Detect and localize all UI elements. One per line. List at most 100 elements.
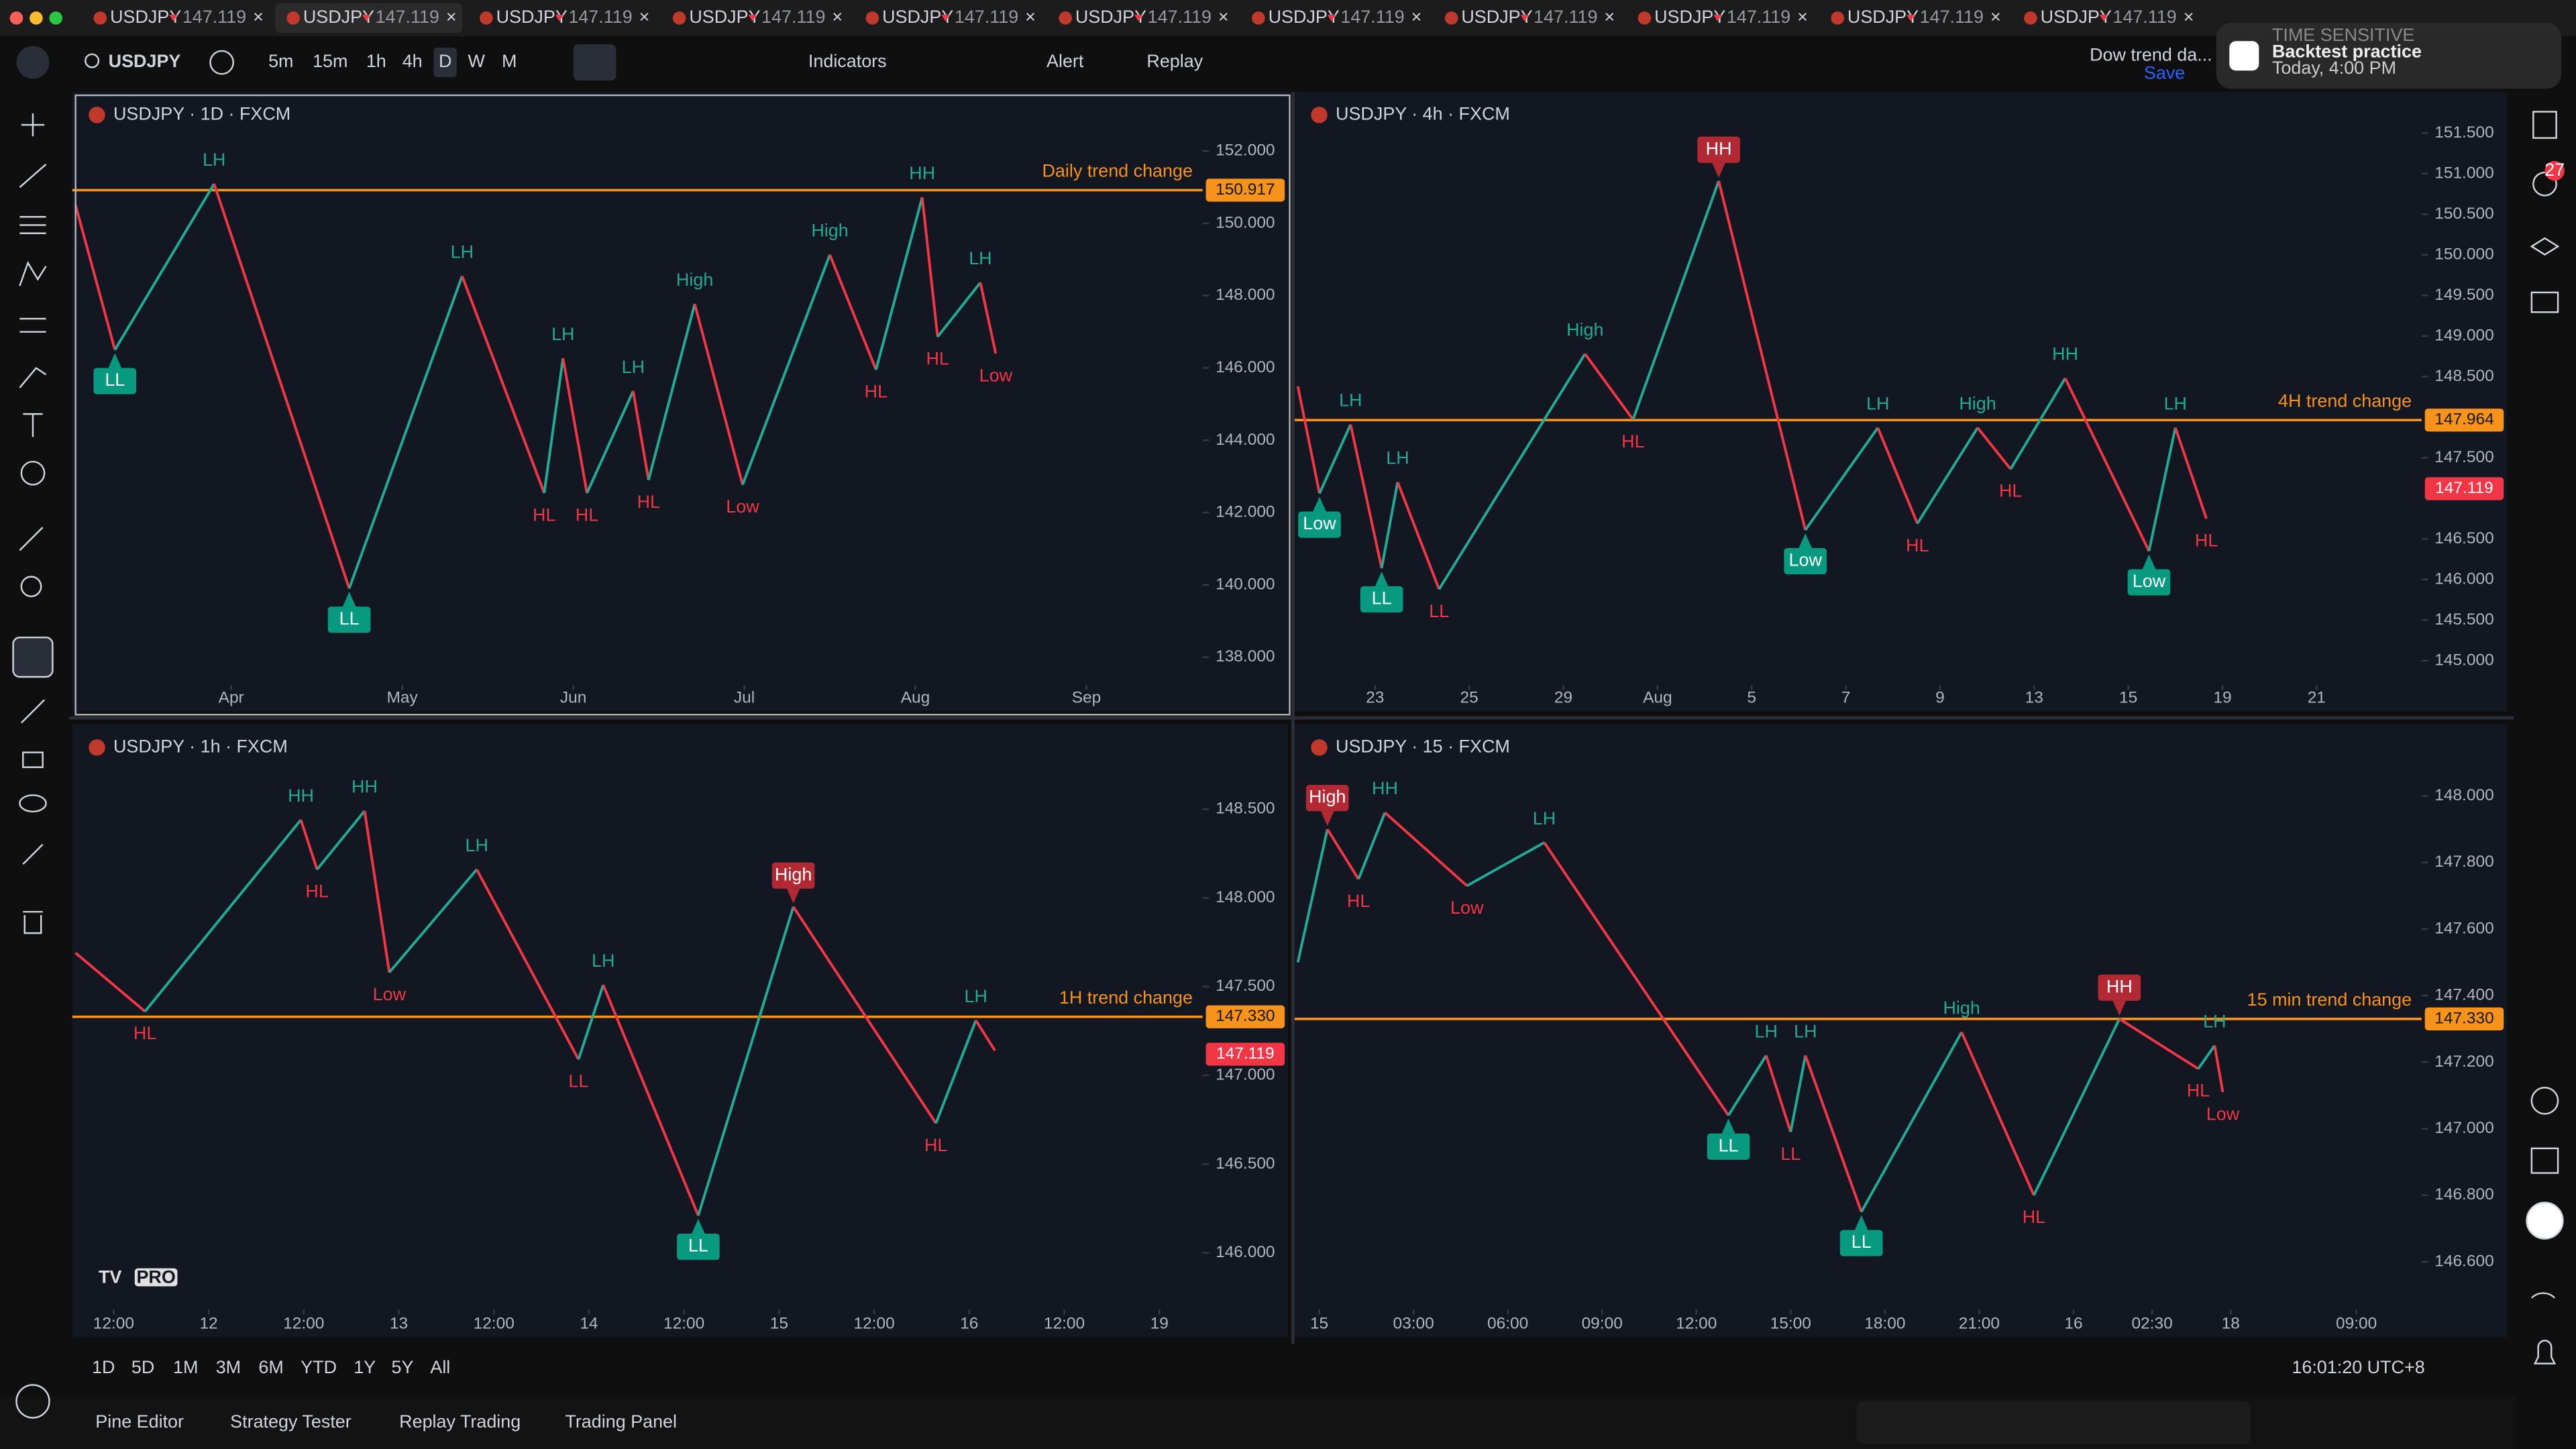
tab[interactable] bbox=[1433, 3, 1621, 33]
interval[interactable]: 15m bbox=[313, 51, 347, 71]
tab[interactable] bbox=[854, 3, 1042, 33]
range[interactable]: 1M bbox=[173, 1357, 198, 1377]
candle-type[interactable] bbox=[573, 44, 616, 80]
panel-title[interactable]: USDJPY · 4h · FXCM bbox=[1336, 104, 1510, 124]
brush-tool[interactable] bbox=[19, 366, 47, 388]
tab[interactable] bbox=[1047, 3, 1235, 33]
pivot-label: LH bbox=[965, 986, 987, 1006]
symbol[interactable]: USDJPY bbox=[109, 51, 181, 71]
indicators[interactable]: Indicators bbox=[808, 51, 887, 71]
delete-tool[interactable] bbox=[23, 910, 43, 934]
y-tick-label: 150.000 bbox=[1216, 213, 1275, 231]
chat-icon[interactable] bbox=[2530, 291, 2559, 313]
layout-name[interactable]: Dow trend da... bbox=[2090, 44, 2212, 64]
projection-tool[interactable] bbox=[19, 317, 46, 333]
target-icon[interactable] bbox=[2530, 1087, 2559, 1115]
panel-title[interactable]: USDJPY · 15 · FXCM bbox=[1336, 736, 1510, 756]
window-minimize[interactable] bbox=[30, 11, 43, 25]
layers-icon[interactable] bbox=[2530, 237, 2560, 256]
y-tick-label: 147.500 bbox=[2434, 448, 2493, 466]
add-symbol[interactable] bbox=[209, 50, 234, 75]
down-leg bbox=[975, 1019, 996, 1052]
range[interactable]: 6M bbox=[258, 1357, 283, 1377]
bottom-tab[interactable]: Replay Trading bbox=[399, 1411, 521, 1432]
icon-tool[interactable] bbox=[20, 460, 46, 486]
bottom-tab[interactable]: Strategy Tester bbox=[230, 1411, 352, 1432]
right-sidebar bbox=[2515, 92, 2576, 1449]
crosshair-tool[interactable] bbox=[21, 113, 45, 137]
watchlist-icon[interactable] bbox=[2532, 111, 2557, 139]
apps-icon[interactable] bbox=[2526, 1201, 2564, 1240]
tab[interactable] bbox=[1819, 3, 2007, 33]
range[interactable]: 3M bbox=[216, 1357, 241, 1377]
up-leg bbox=[1860, 1031, 1963, 1213]
interval[interactable]: M bbox=[502, 51, 517, 71]
search-icon bbox=[85, 53, 100, 68]
panel-title[interactable]: USDJPY · 1D · FXCM bbox=[113, 104, 290, 124]
calendar-icon[interactable] bbox=[2530, 1147, 2559, 1174]
fib-tool[interactable] bbox=[19, 216, 46, 234]
save[interactable]: Save bbox=[2144, 62, 2185, 83]
tab-symbol: USDJPY bbox=[1461, 7, 1532, 27]
favorites[interactable] bbox=[15, 1384, 50, 1419]
trendline-tool[interactable] bbox=[19, 163, 47, 189]
tab-price: 147.119 bbox=[1727, 7, 1790, 27]
up-leg bbox=[543, 358, 565, 494]
interval[interactable]: W bbox=[468, 51, 485, 71]
bottom-tab[interactable]: Trading Panel bbox=[565, 1411, 677, 1432]
notifications-icon[interactable] bbox=[2533, 1340, 2557, 1364]
drawing-bar[interactable] bbox=[1856, 1401, 2251, 1444]
lock-tool[interactable] bbox=[22, 751, 44, 768]
chart-panel: USDJPY · 4h · FXCM 145.000 145.500 146.000 1… bbox=[1294, 92, 2508, 712]
tab[interactable] bbox=[275, 3, 463, 33]
range[interactable]: All bbox=[430, 1357, 450, 1377]
notification[interactable] bbox=[2216, 23, 2561, 89]
tab[interactable] bbox=[82, 3, 270, 33]
alerts-icon[interactable] bbox=[2532, 171, 2557, 197]
pivot-pointer bbox=[1721, 1118, 1735, 1134]
panel-title[interactable]: USDJPY · 1h · FXCM bbox=[113, 736, 288, 756]
x-tick-label: 15 bbox=[2119, 688, 2137, 706]
avatar[interactable] bbox=[16, 46, 50, 79]
zoom-tool[interactable] bbox=[20, 576, 42, 598]
pivot-label: LL bbox=[1429, 601, 1449, 621]
y-tick-label: 147.200 bbox=[2434, 1053, 2493, 1071]
tab[interactable] bbox=[468, 3, 656, 33]
alert[interactable]: Alert bbox=[1046, 51, 1084, 71]
link-tool[interactable] bbox=[22, 843, 44, 865]
tab-close: × bbox=[1990, 7, 2001, 27]
x-tick-label: 12:00 bbox=[93, 1314, 134, 1332]
range[interactable]: 1Y bbox=[354, 1357, 376, 1377]
range[interactable]: 5Y bbox=[392, 1357, 414, 1377]
x-tick-label: 19 bbox=[2213, 688, 2231, 706]
lock-draw-tool[interactable] bbox=[20, 699, 45, 724]
text-tool[interactable] bbox=[23, 413, 43, 437]
signal-icon[interactable] bbox=[2531, 1292, 2556, 1299]
interval[interactable]: 1h bbox=[366, 51, 386, 71]
interval[interactable]: 4h bbox=[402, 51, 423, 71]
tab-icon bbox=[1059, 11, 1072, 25]
window-close[interactable] bbox=[9, 11, 23, 25]
interval[interactable]: 5m bbox=[268, 51, 293, 71]
ruler-tool[interactable] bbox=[19, 527, 44, 551]
pivot-label: LL bbox=[105, 370, 125, 390]
visibility-tool[interactable] bbox=[19, 794, 47, 813]
tab[interactable] bbox=[1626, 3, 1814, 33]
y-tick-label: 147.000 bbox=[1216, 1065, 1275, 1083]
range[interactable]: YTD bbox=[301, 1357, 337, 1377]
notification-time: Today, 4:00 PM bbox=[2272, 58, 2396, 78]
tab[interactable] bbox=[1240, 3, 1428, 33]
pattern-tool[interactable] bbox=[19, 260, 47, 286]
tab[interactable] bbox=[2012, 3, 2200, 33]
replay[interactable]: Replay bbox=[1146, 51, 1203, 71]
y-tick-label: 149.500 bbox=[2434, 286, 2493, 304]
range[interactable]: 5D bbox=[131, 1357, 154, 1377]
pivot-label: HH bbox=[1706, 138, 1732, 158]
window-zoom[interactable] bbox=[49, 11, 63, 25]
bottom-tab[interactable]: Pine Editor bbox=[95, 1411, 184, 1432]
range[interactable]: 1D bbox=[92, 1357, 115, 1377]
interval[interactable]: D bbox=[439, 51, 451, 71]
magnet-tool[interactable] bbox=[12, 636, 54, 678]
up-leg bbox=[586, 390, 635, 494]
tab[interactable] bbox=[661, 3, 849, 33]
